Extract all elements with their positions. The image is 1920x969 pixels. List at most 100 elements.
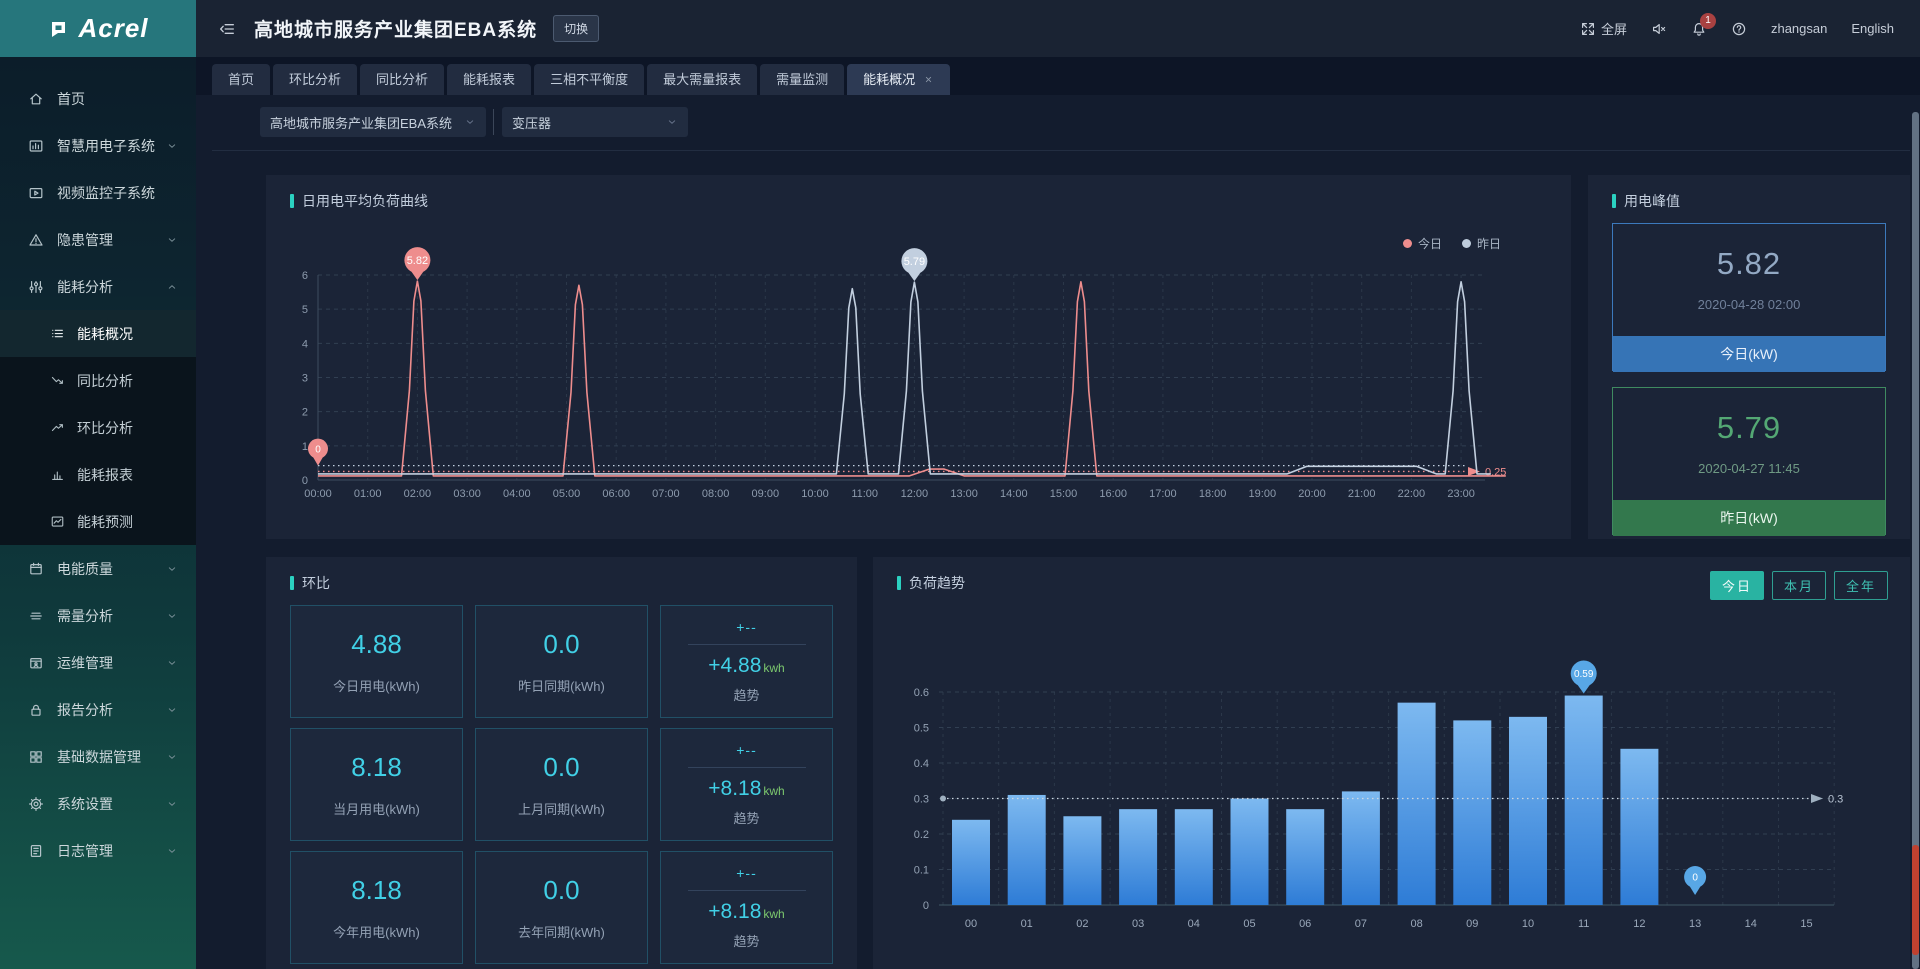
sidebar-item-settings[interactable]: 系统设置 [0, 780, 196, 827]
svg-text:01: 01 [1021, 918, 1033, 930]
filter-bar: 高地城市服务产业集团EBA系统 变压器 [196, 95, 1920, 150]
trend-placeholder: +-- [736, 865, 757, 881]
sidebar-item-forecast[interactable]: 能耗预测 [0, 498, 196, 545]
tab-首页[interactable]: 首页 [212, 64, 271, 95]
trend-value: +8.18 [708, 777, 762, 800]
range-button-全年[interactable]: 全年 [1833, 571, 1888, 600]
username[interactable]: zhangsan [1770, 21, 1828, 36]
svg-text:00: 00 [965, 918, 977, 930]
svg-text:3: 3 [302, 373, 308, 385]
chevron-down-icon [464, 116, 476, 128]
tab-最大需量报表[interactable]: 最大需量报表 [647, 64, 758, 95]
svg-text:6: 6 [302, 270, 308, 282]
sidebar-item-report-analysis[interactable]: 报告分析 [0, 686, 196, 733]
trend-unit: kwh [763, 661, 785, 675]
chevron-down-icon [666, 116, 678, 128]
svg-text:02:00: 02:00 [404, 488, 432, 500]
content-divider [212, 150, 1910, 151]
trend-value-row: +8.18 kwh [708, 777, 784, 801]
tab-能耗概况[interactable]: 能耗概况 [847, 64, 951, 95]
mom-value: 0.0 [543, 628, 580, 659]
mom-value: 8.18 [351, 751, 402, 782]
sidebar-item-base-data[interactable]: 基础数据管理 [0, 733, 196, 780]
sidebar-item-home[interactable]: 首页 [0, 75, 196, 122]
language-switch[interactable]: English [1851, 21, 1894, 36]
chevron-down-icon [166, 704, 178, 716]
sidebar-item-yoy[interactable]: 同比分析 [0, 357, 196, 404]
mom-label: 上月同期(kWh) [518, 801, 605, 817]
svg-text:04: 04 [1188, 918, 1200, 930]
panel-title-text: 日用电平均负荷曲线 [302, 193, 428, 209]
mom-comparison-panel: 环比 4.88 今日用电(kWh) 0.0 昨日同期(kWh) +-- +4.88 kwh 趋… [266, 557, 857, 969]
mom-card-grid: 4.88 今日用电(kWh) 0.0 昨日同期(kWh) +-- +4.88 kwh 趋势 8.… [290, 605, 833, 964]
sidebar-item-smart-power[interactable]: 智慧用电子系统 [0, 122, 196, 169]
sidebar-item-energy-analysis[interactable]: 能耗分析 [0, 263, 196, 310]
sidebar-item-energy-report[interactable]: 能耗报表 [0, 451, 196, 498]
sidebar-item-ops[interactable]: 运维管理 [0, 639, 196, 686]
svg-text:0.4: 0.4 [914, 758, 929, 770]
sidebar-item-overview[interactable]: 能耗概况 [0, 310, 196, 357]
mom-value-card: 0.0 昨日同期(kWh) [475, 605, 648, 718]
panel-title-accent [290, 576, 294, 590]
project-select-value: 高地城市服务产业集团EBA系统 [270, 115, 453, 131]
svg-text:09:00: 09:00 [752, 488, 780, 500]
sidebar-submenu: 能耗概况 同比分析环比分析能耗报表能耗预测 [0, 310, 196, 545]
header: 高地城市服务产业集团EBA系统 切换 全屏 1 zhangsan English [196, 0, 1920, 57]
chart-marker: 0 [308, 438, 328, 466]
mom-value-card: 0.0 去年同期(kWh) [475, 851, 648, 964]
sidebar-item-label: 环比分析 [77, 419, 133, 436]
svg-text:15:00: 15:00 [1050, 488, 1078, 500]
fullscreen-button[interactable]: 全屏 [1580, 19, 1627, 38]
legend-item-今日[interactable]: 今日 [1402, 235, 1442, 252]
tab-同比分析[interactable]: 同比分析 [360, 64, 445, 95]
tab-环比分析[interactable]: 环比分析 [273, 64, 358, 95]
svg-text:12:00: 12:00 [901, 488, 929, 500]
scrollbar-track[interactable] [1912, 112, 1919, 969]
mute-button[interactable] [1651, 21, 1667, 37]
panel-title: 用电峰值 [1612, 191, 1680, 211]
mom-value-card: 0.0 上月同期(kWh) [475, 728, 648, 841]
mom-icon [50, 420, 65, 435]
sidebar-item-power-quality[interactable]: 电能质量 [0, 545, 196, 592]
svg-text:1: 1 [302, 441, 308, 453]
help-button[interactable] [1731, 21, 1747, 37]
trend-label: 趋势 [733, 688, 760, 703]
panel-title: 负荷趋势 [897, 573, 965, 593]
chart-marker: 5.79 [901, 248, 928, 282]
sidebar-item-label: 能耗报表 [77, 466, 133, 483]
trend-divider [687, 644, 806, 645]
power-quality-icon [28, 561, 44, 577]
tab-label: 最大需量报表 [663, 72, 742, 87]
sidebar-item-demand[interactable]: 需量分析 [0, 592, 196, 639]
notifications-button[interactable]: 1 [1691, 12, 1716, 37]
device-select[interactable]: 变压器 [502, 107, 688, 137]
tab-能耗报表[interactable]: 能耗报表 [447, 64, 532, 95]
range-button-本月[interactable]: 本月 [1771, 571, 1826, 600]
chevron-down-icon [166, 751, 178, 763]
sidebar-nav: 首页 智慧用电子系统 视频监控子系统 隐患管理 能耗分析 能耗概况 同比分析环比分析能耗报表… [0, 57, 196, 874]
svg-text:16:00: 16:00 [1099, 488, 1127, 500]
svg-text:15: 15 [1800, 918, 1812, 930]
chevron-down-icon [166, 845, 178, 857]
demand-icon [28, 608, 44, 624]
range-button-今日[interactable]: 今日 [1709, 571, 1764, 600]
acrel-logo-icon [52, 21, 66, 37]
svg-text:11:00: 11:00 [851, 488, 878, 500]
tab-三相不平衡度[interactable]: 三相不平衡度 [534, 64, 645, 95]
sidebar-item-hazard[interactable]: 隐患管理 [0, 216, 196, 263]
scrollbar-thumb[interactable] [1912, 845, 1919, 955]
project-select[interactable]: 高地城市服务产业集团EBA系统 [260, 107, 486, 137]
close-icon[interactable] [923, 74, 934, 85]
panel-title: 环比 [290, 573, 330, 593]
legend-item-昨日[interactable]: 昨日 [1461, 235, 1501, 252]
switch-button[interactable]: 切换 [553, 15, 600, 42]
peak-timestamp: 2020-04-28 02:00 [1697, 297, 1801, 312]
sidebar-item-log[interactable]: 日志管理 [0, 827, 196, 874]
sidebar-item-mom[interactable]: 环比分析 [0, 404, 196, 451]
svg-text:19:00: 19:00 [1249, 488, 1277, 500]
tab-需量监测[interactable]: 需量监测 [760, 64, 845, 95]
fullscreen-icon [1580, 21, 1596, 37]
svg-text:05: 05 [1243, 918, 1255, 930]
collapse-sidebar-icon[interactable] [218, 20, 236, 38]
sidebar-item-video-monitor[interactable]: 视频监控子系统 [0, 169, 196, 216]
